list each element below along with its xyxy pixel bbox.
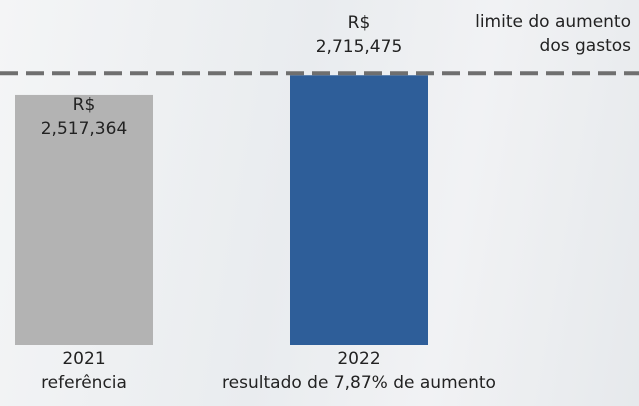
value-label: R$ 2,517,364 [40, 94, 128, 139]
value-label: R$ 2,715,475 [315, 13, 403, 58]
bar [290, 75, 428, 345]
x-tick-label: 2022 resultado de 7,87% de aumento [222, 349, 496, 393]
x-tick-label: 2021 referência [41, 349, 127, 393]
bar [15, 94, 153, 346]
annotation: limite do aumento dos gastos [475, 12, 631, 56]
